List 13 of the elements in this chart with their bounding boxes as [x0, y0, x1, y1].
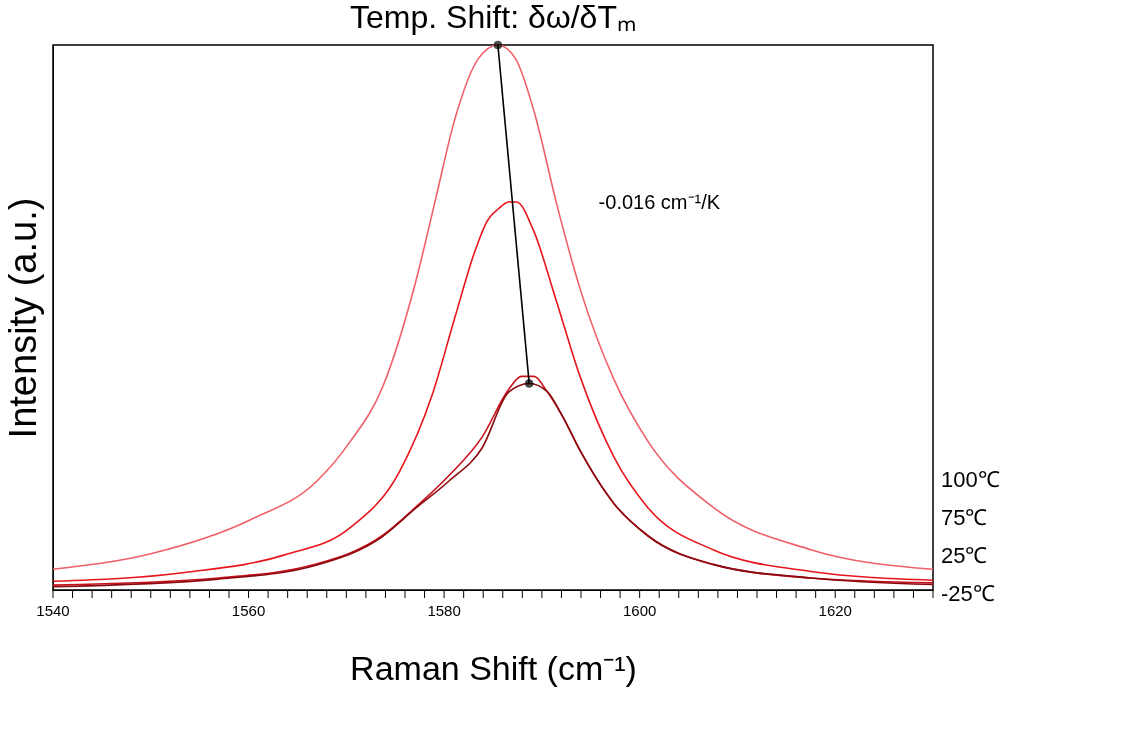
y-axis-title: Intensity (a.u.)	[1, 197, 44, 439]
chart-title: Temp. Shift: δω/δTₘ	[350, 0, 636, 36]
x-tick-label: 1540	[36, 602, 70, 619]
x-tick-label: 1560	[231, 602, 266, 619]
text: 75℃	[941, 505, 988, 530]
text: 100℃	[941, 467, 1000, 492]
x-tick-label: 1600	[622, 602, 657, 619]
x-tick-label: 1620	[818, 602, 852, 619]
x-tick-label: 1580	[427, 602, 461, 619]
series-label: -25℃	[941, 581, 995, 606]
x-axis-title: Raman Shift (cm⁻¹)	[350, 648, 637, 687]
series-label: 25℃	[941, 543, 988, 568]
annotation: -0.016 cm⁻¹/K	[598, 191, 721, 214]
